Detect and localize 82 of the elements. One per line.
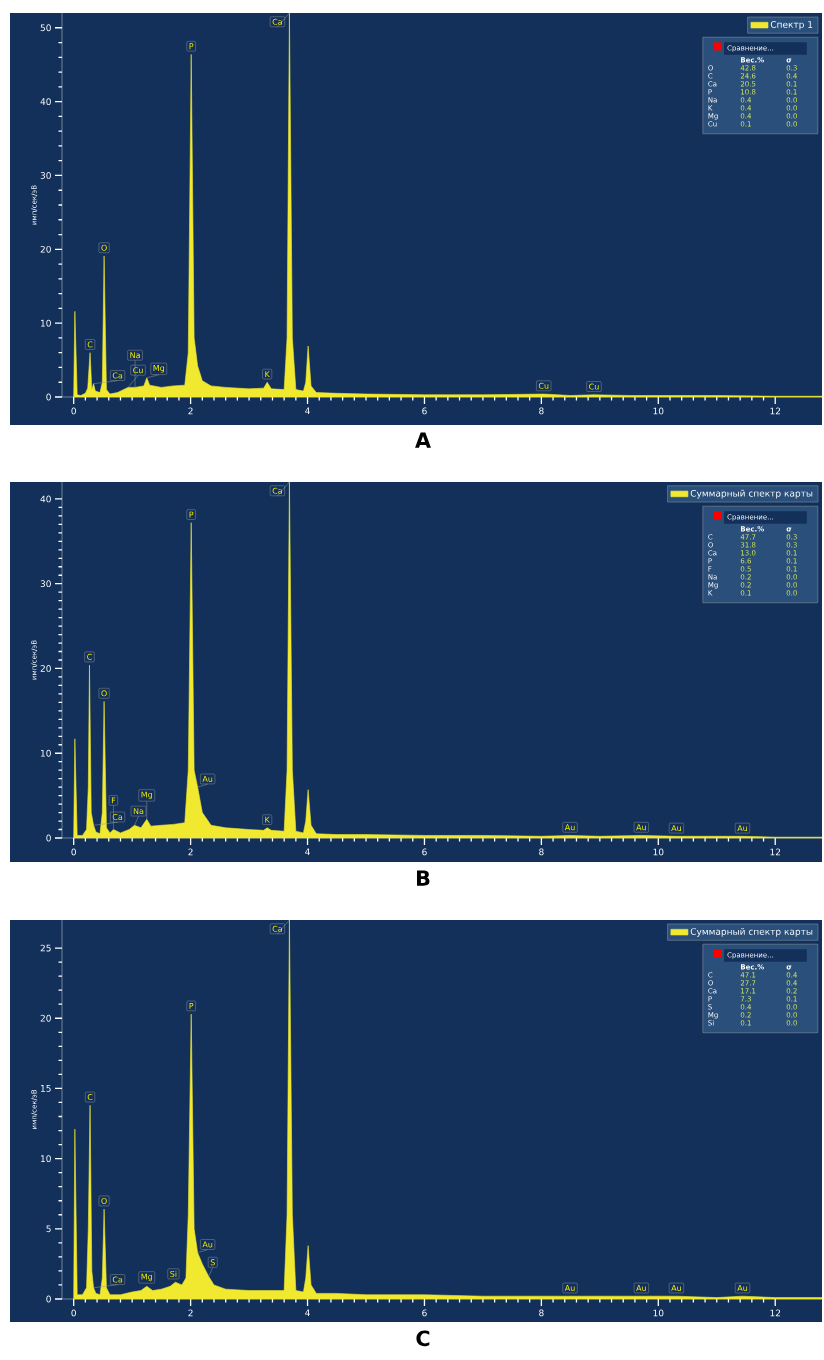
x-tick-label: 4 <box>305 407 310 415</box>
y-tick-label: 50 <box>40 24 51 32</box>
y-tick-label: 30 <box>40 172 51 179</box>
x-tick-label: 10 <box>653 407 664 415</box>
annotation: Au <box>737 1285 748 1291</box>
x-tick-label: 2 <box>188 407 193 415</box>
annotation: C <box>87 1094 93 1101</box>
x-tick-label: 6 <box>422 407 427 415</box>
annotation: S <box>210 1259 215 1266</box>
text: C <box>416 1330 430 1347</box>
x-tick-label: 6 <box>422 848 427 856</box>
x-tick-label: 10 <box>653 1309 664 1317</box>
x-tick-label: 0 <box>71 1309 76 1317</box>
x-tick-label: 2 <box>188 848 193 856</box>
annotation: Ca <box>272 487 282 494</box>
legend-label: Суммарный спектр карты <box>690 489 813 499</box>
x-tick-label: 12 <box>770 848 781 856</box>
annotation: Au <box>636 1285 646 1291</box>
x-tick-label: 2 <box>188 1309 193 1317</box>
annotation: Si <box>170 1270 177 1277</box>
y-tick-label: 20 <box>40 665 51 672</box>
annotation: Na <box>130 352 140 359</box>
x-tick-label: 12 <box>770 1309 781 1317</box>
y-tick-label: 20 <box>40 245 51 253</box>
y-tick-label: 5 <box>46 1225 51 1233</box>
annotation: P <box>189 511 194 518</box>
annotation: Mg <box>141 791 153 800</box>
annotation: Au <box>564 1285 575 1291</box>
y-tick-label: 40 <box>40 495 51 503</box>
y-tick-label: 40 <box>40 98 51 106</box>
annotation: Au <box>202 775 213 782</box>
y-tick-label: 10 <box>41 749 51 757</box>
annotation: Cu <box>538 382 549 389</box>
annotation: Ca <box>112 1276 123 1283</box>
x-tick-label: 12 <box>770 407 781 415</box>
annotation: Cu <box>589 383 599 390</box>
x-tick-label: 8 <box>539 407 544 415</box>
y-tick-label: 25 <box>40 944 51 952</box>
x-tick-label: 4 <box>305 848 310 856</box>
annotation: Ca <box>272 18 282 25</box>
text: A <box>415 432 431 448</box>
annotation: Ca <box>112 372 123 379</box>
annotation: Au <box>202 1241 213 1248</box>
x-tick-label: 8 <box>539 1309 544 1317</box>
annotation: P <box>189 43 194 50</box>
annotation: Ca <box>112 814 123 821</box>
text: B <box>417 870 430 886</box>
annotation: Mg <box>141 1273 153 1282</box>
y-tick-label: 10 <box>41 1155 51 1163</box>
legend-label: Суммарный спектр карты <box>690 927 813 937</box>
annotation: O <box>101 1197 107 1204</box>
y-tick-label: 0 <box>46 1295 51 1303</box>
annotation: C <box>87 653 92 660</box>
y-tick-label: 30 <box>40 580 51 588</box>
x-tick-label: 0 <box>71 407 76 415</box>
annotation: K <box>265 816 270 823</box>
x-tick-label: 10 <box>653 848 664 856</box>
x-tick-label: 4 <box>305 1309 310 1317</box>
legend-label: Спектр 1 <box>770 21 813 30</box>
annotation: Cu <box>133 367 143 374</box>
y-tick-label: 10 <box>41 319 51 327</box>
annotation: Au <box>671 825 681 832</box>
annotation: Au <box>671 1285 681 1291</box>
annotation: K <box>265 371 270 378</box>
annotation: C <box>87 341 93 348</box>
annotation: Mg <box>153 365 165 373</box>
annotation: Ca <box>272 925 282 932</box>
y-tick-label: 15 <box>41 1085 51 1092</box>
annotation: O <box>101 244 107 251</box>
y-tick-label: 0 <box>46 834 51 842</box>
x-tick-label: 8 <box>539 848 544 856</box>
y-tick-label: 20 <box>40 1014 51 1022</box>
annotation: Na <box>133 808 144 815</box>
annotation: Au <box>636 824 646 831</box>
y-tick-label: 0 <box>46 393 51 401</box>
annotation: P <box>189 1003 194 1009</box>
annotation: O <box>101 690 107 697</box>
x-tick-label: 6 <box>422 1309 427 1317</box>
x-tick-label: 0 <box>71 848 76 856</box>
annotation: Au <box>564 824 575 831</box>
annotation: F <box>111 797 116 804</box>
annotation: Au <box>737 825 748 832</box>
